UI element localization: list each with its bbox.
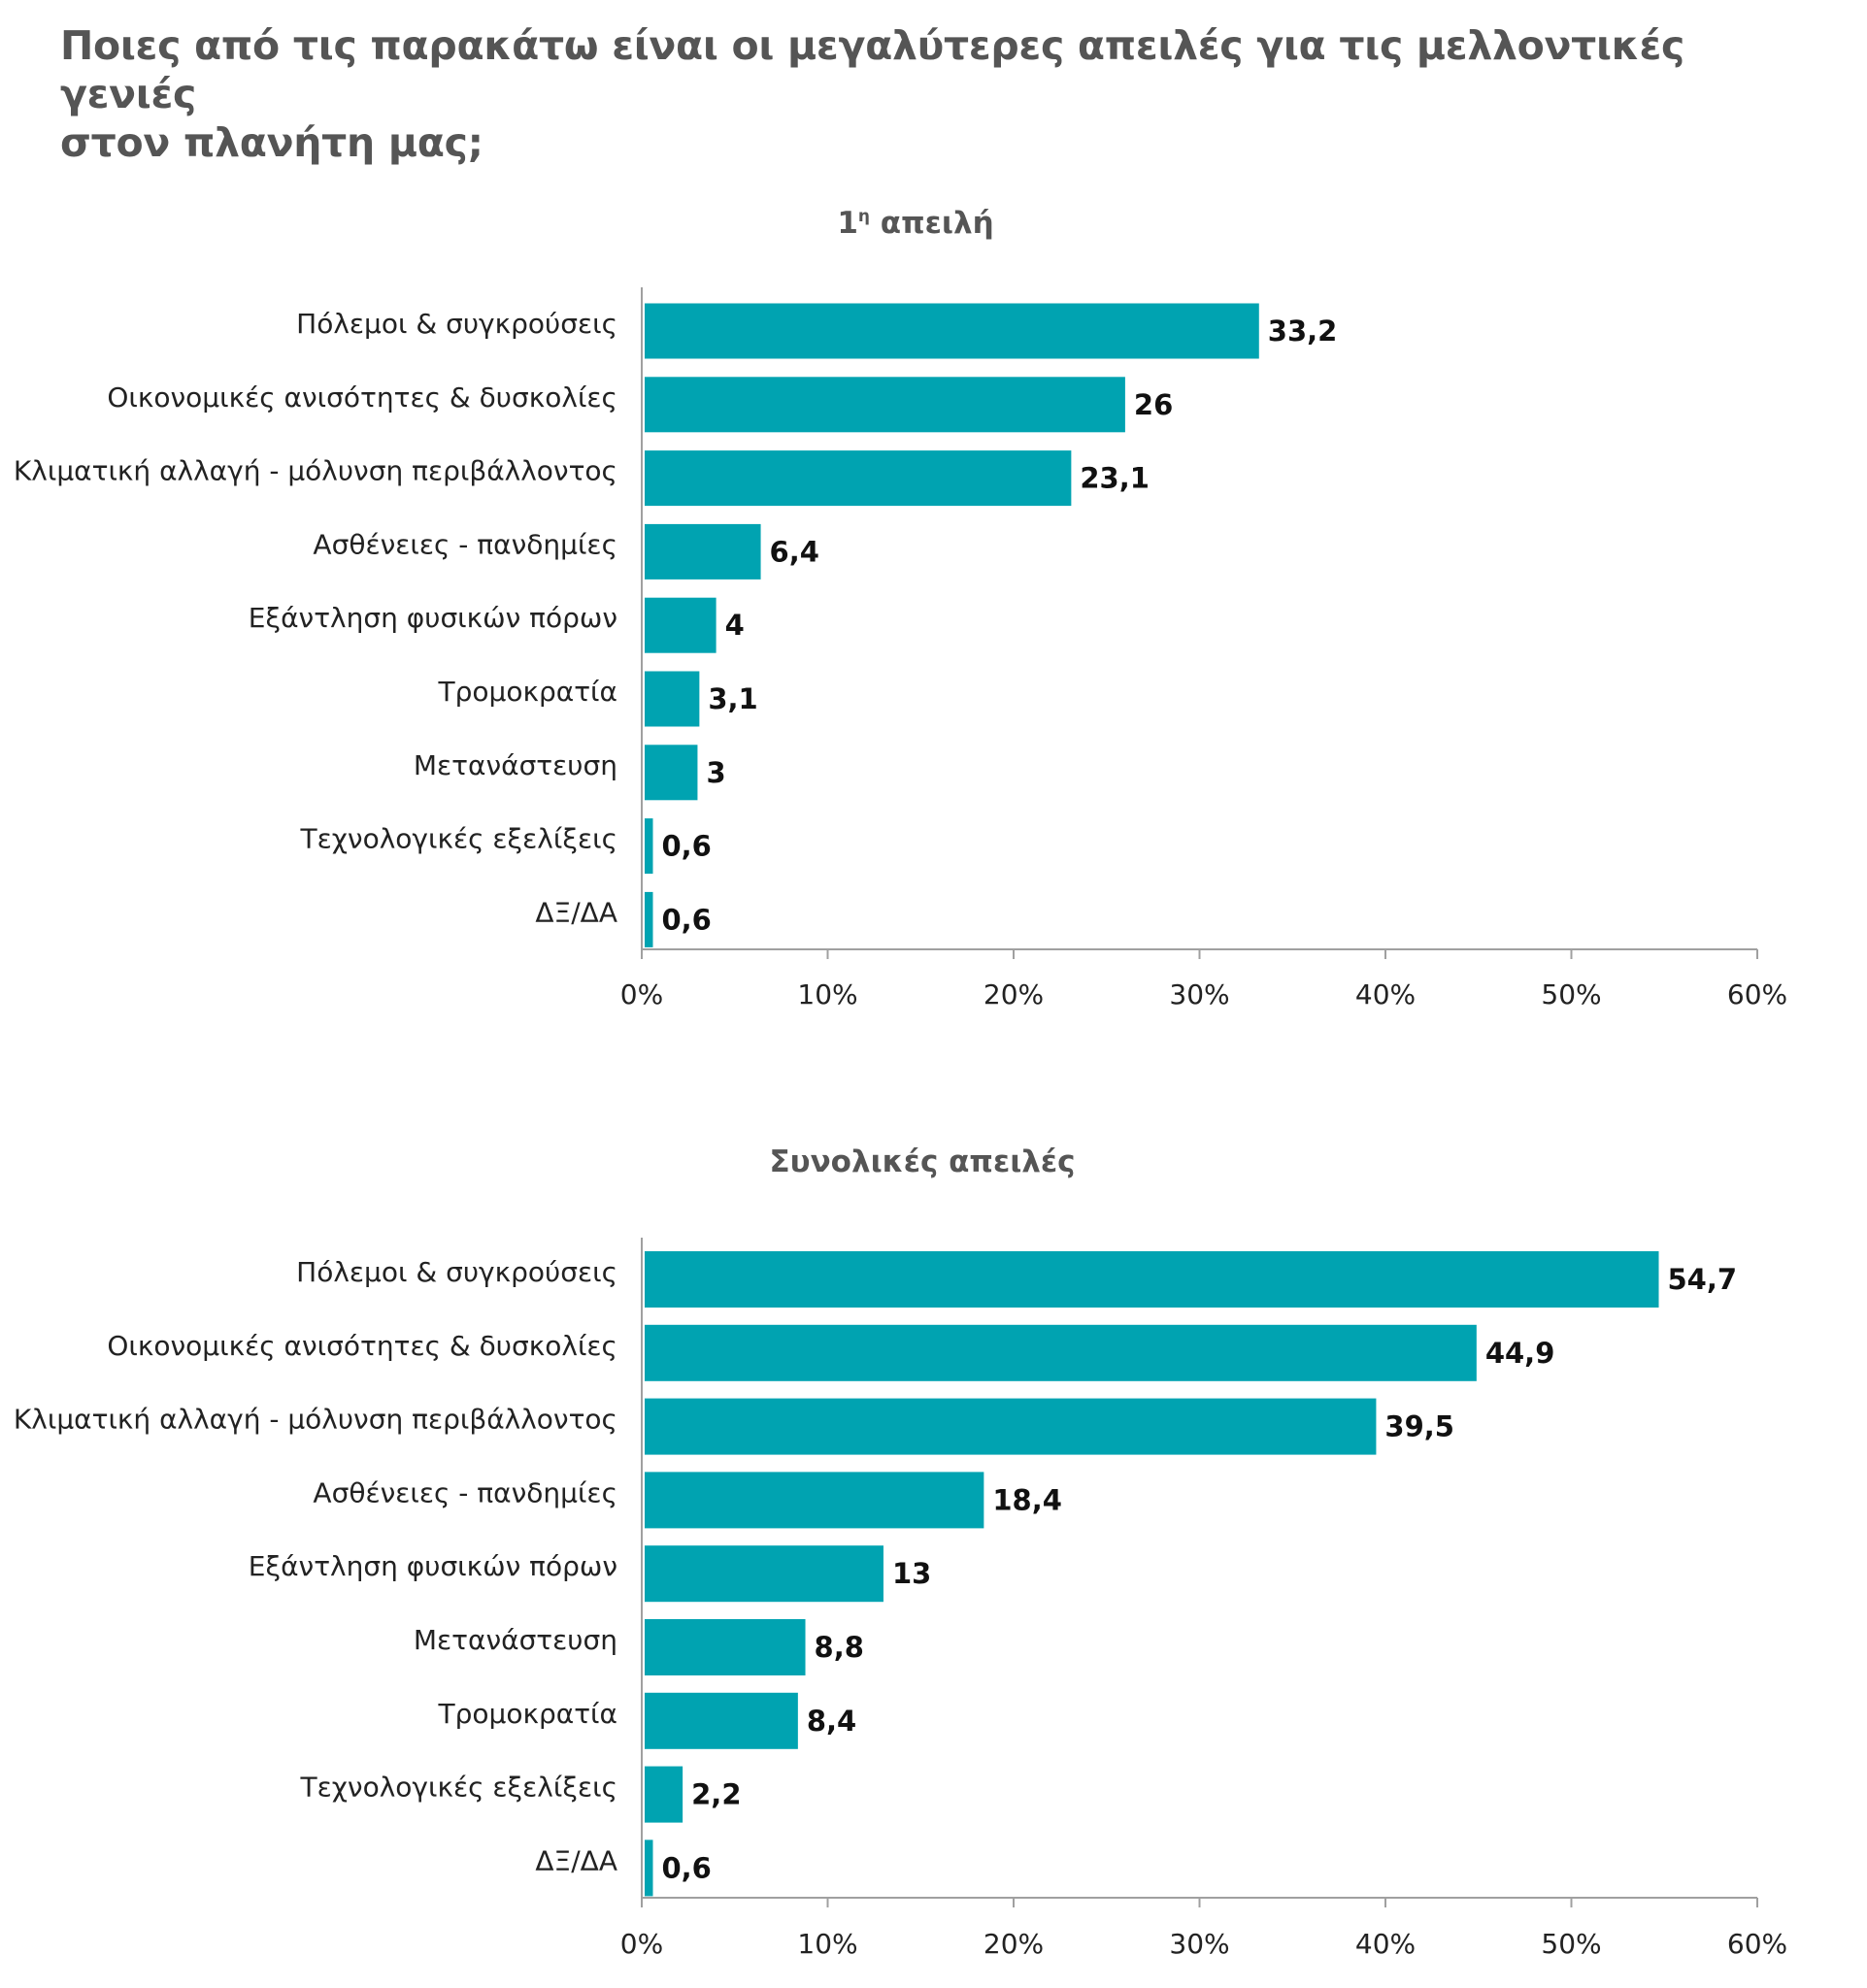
- bar: [645, 671, 700, 727]
- bar: [645, 1324, 1477, 1381]
- chart-title: 1η απειλή: [837, 206, 993, 241]
- bar: [645, 1692, 798, 1749]
- data-label: 3: [706, 756, 725, 789]
- category-label: Τεχνολογικές εξελίξεις: [300, 823, 617, 855]
- bar: [645, 1839, 653, 1897]
- category-label: Ασθένειες - πανδημίες: [313, 528, 617, 560]
- data-label: 8,8: [815, 1631, 864, 1664]
- x-tick-label: 20%: [984, 978, 1044, 1011]
- bar: [645, 377, 1125, 433]
- bar: [645, 1398, 1377, 1455]
- chart-first-threat: 1η απειλή 0% 10% 20% 30% 40% 50% 60% Πόλεμοι & σ…: [14, 206, 1787, 1011]
- bar: [645, 303, 1259, 359]
- data-label: 4: [725, 609, 745, 642]
- category-label: Μετανάστευση: [414, 749, 617, 781]
- x-tick-label: 0%: [620, 978, 663, 1011]
- bar: [645, 745, 698, 801]
- category-label: Οικονομικές ανισότητες & δυσκολίες: [107, 1330, 617, 1362]
- data-label: 3,1: [708, 682, 757, 715]
- category-label: Πόλεμοι & συγκρούσεις: [296, 308, 617, 340]
- chart-total-threats: Συνολικές απειλές 0% 10% 20% 30% 40% 50% 60% Πόλ…: [14, 1144, 1787, 1960]
- page-title: Ποιες από τις παρακάτω είναι οι μεγαλύτε…: [60, 21, 1711, 167]
- x-tick-label: 60%: [1727, 1928, 1787, 1960]
- data-label: 2,2: [691, 1778, 741, 1811]
- x-tick-label: 10%: [797, 978, 857, 1011]
- data-label: 6,4: [770, 535, 819, 568]
- bar: [645, 1545, 883, 1603]
- bar: [645, 891, 653, 947]
- category-label: Μετανάστευση: [414, 1624, 617, 1656]
- page-title-line-2: στον πλανήτη μας;: [60, 119, 483, 166]
- data-label: 0,6: [661, 830, 711, 863]
- x-tick-label: 60%: [1727, 978, 1787, 1011]
- bar: [645, 1619, 806, 1675]
- data-label: 26: [1134, 388, 1173, 421]
- bar: [645, 523, 761, 580]
- category-label: Εξάντληση φυσικών πόρων: [249, 602, 617, 634]
- data-label: 39,5: [1384, 1410, 1454, 1443]
- x-tick-label: 30%: [1169, 978, 1229, 1011]
- chart-title: Συνολικές απειλές: [769, 1144, 1075, 1179]
- x-tick-label: 50%: [1541, 1928, 1601, 1960]
- bar: [645, 818, 653, 875]
- data-label: 54,7: [1668, 1263, 1738, 1296]
- category-label: ΔΞ/ΔΑ: [535, 896, 617, 928]
- page-title-line-1: Ποιες από τις παρακάτω είναι οι μεγαλύτε…: [60, 22, 1684, 117]
- category-label: Κλιματική αλλαγή - μόλυνση περιβάλλοντος: [14, 1404, 617, 1436]
- data-label: 8,4: [807, 1705, 856, 1738]
- x-tick-label: 40%: [1355, 978, 1416, 1011]
- category-label: Εξάντληση φυσικών πόρων: [249, 1550, 617, 1582]
- bar: [645, 450, 1072, 507]
- category-label: Οικονομικές ανισότητες & δυσκολίες: [107, 381, 617, 414]
- data-label: 18,4: [992, 1483, 1062, 1516]
- data-label: 44,9: [1485, 1337, 1555, 1370]
- x-tick-label: 0%: [620, 1928, 663, 1960]
- x-tick-label: 40%: [1355, 1928, 1416, 1960]
- bar: [645, 1251, 1659, 1308]
- x-tick-label: 50%: [1541, 978, 1601, 1011]
- x-tick-label: 20%: [984, 1928, 1044, 1960]
- data-label: 13: [892, 1557, 931, 1590]
- data-label: 23,1: [1080, 462, 1150, 495]
- bar: [645, 1766, 683, 1823]
- category-label: ΔΞ/ΔΑ: [535, 1844, 617, 1876]
- category-label: Κλιματική αλλαγή - μόλυνση περιβάλλοντος: [14, 455, 617, 487]
- bar: [645, 597, 717, 653]
- category-label: Ασθένειες - πανδημίες: [313, 1476, 617, 1508]
- category-label: Τρομοκρατία: [438, 1698, 617, 1730]
- data-label: 0,6: [661, 1851, 711, 1884]
- category-label: Τεχνολογικές εξελίξεις: [300, 1772, 617, 1804]
- data-label: 0,6: [661, 903, 711, 936]
- bar: [645, 1472, 984, 1529]
- x-tick-label: 10%: [797, 1928, 857, 1960]
- category-label: Τρομοκρατία: [438, 676, 617, 708]
- data-label: 33,2: [1268, 315, 1338, 348]
- category-label: Πόλεμοι & συγκρούσεις: [296, 1256, 617, 1288]
- x-tick-label: 30%: [1169, 1928, 1229, 1960]
